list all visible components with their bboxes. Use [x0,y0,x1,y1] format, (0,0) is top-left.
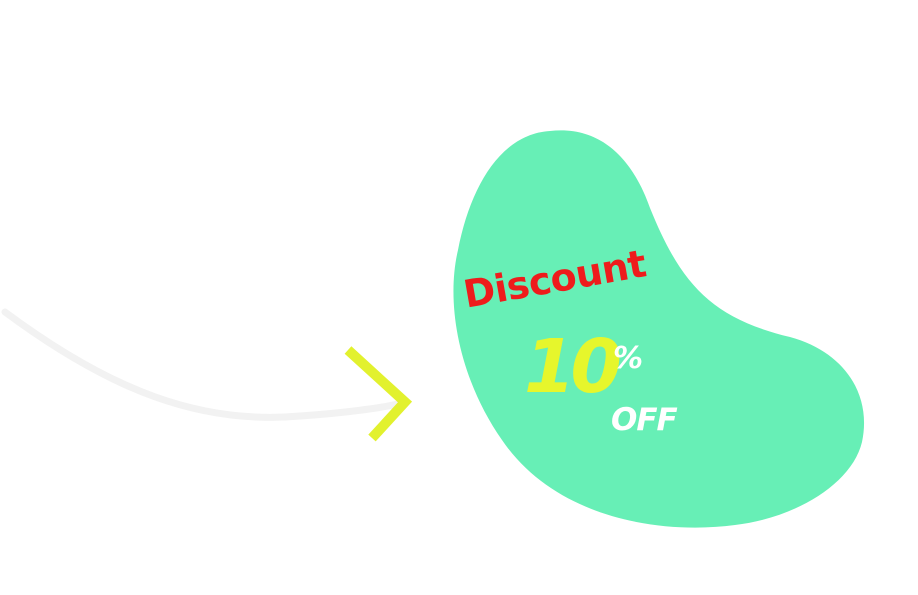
discount-amount: 10 [524,324,622,410]
off-label: OFF [611,402,678,438]
percent-sign: % [613,341,644,376]
arrow-curve [1,308,402,421]
discount-blob [453,130,865,528]
chevron-right-icon [344,346,413,442]
